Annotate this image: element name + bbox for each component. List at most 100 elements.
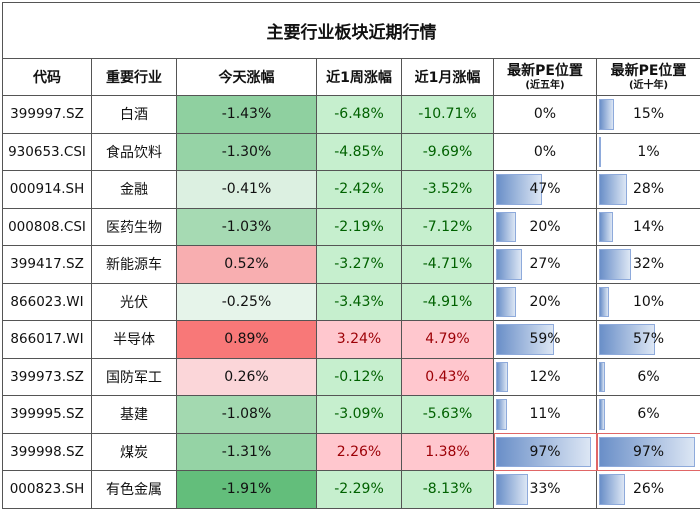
month-change-cell: -9.69% bbox=[401, 132, 494, 171]
today-change-cell: -1.03% bbox=[176, 207, 317, 246]
month-change-cell: -7.12% bbox=[401, 207, 494, 246]
table-row: 930653.CSI 食品饮料 -1.30% -4.85% -9.69% 0% … bbox=[2, 132, 700, 171]
today-change-cell: -0.25% bbox=[176, 282, 317, 321]
pe5-value: 97% bbox=[529, 443, 561, 460]
industry-cell: 光伏 bbox=[91, 282, 177, 321]
pe10-databar bbox=[599, 361, 605, 392]
week-change-cell: 2.26% bbox=[316, 432, 402, 471]
pe5-databar bbox=[496, 249, 523, 280]
month-change-cell: -10.71% bbox=[401, 95, 494, 134]
industry-cell: 基建 bbox=[91, 395, 177, 434]
pe5-databar bbox=[496, 211, 516, 242]
today-change-cell: -1.91% bbox=[176, 470, 317, 509]
pe10-value: 6% bbox=[637, 368, 660, 385]
header-pe10-sub: (近十年) bbox=[628, 80, 669, 91]
pe5-value: 47% bbox=[529, 181, 561, 198]
pe5-cell: 97% bbox=[493, 432, 597, 471]
week-change-cell: -3.09% bbox=[316, 395, 402, 434]
industry-cell: 半导体 bbox=[91, 320, 177, 359]
header-pe5: 最新PE位置 (近五年) bbox=[493, 58, 597, 96]
pe10-cell: 1% bbox=[595, 132, 700, 171]
header-row: 代码 重要行业 今天涨幅 近1周涨幅 近1月涨幅 最新PE位置 (近五年) 最新P… bbox=[2, 58, 700, 96]
code-cell: 399998.SZ bbox=[2, 432, 92, 471]
pe5-value: 12% bbox=[529, 368, 561, 385]
pe5-value: 33% bbox=[529, 481, 561, 498]
week-change-cell: -6.48% bbox=[316, 95, 402, 134]
today-change-cell: -1.30% bbox=[176, 132, 317, 171]
table-title: 主要行业板块近期行情 bbox=[1, 2, 700, 59]
pe10-value: 26% bbox=[632, 481, 665, 498]
pe10-value: 97% bbox=[632, 443, 665, 460]
code-cell: 866017.WI bbox=[2, 320, 92, 359]
pe10-databar bbox=[599, 286, 609, 317]
header-today: 今天涨幅 bbox=[176, 58, 317, 96]
week-change-cell: -0.12% bbox=[316, 357, 402, 396]
pe10-cell: 26% bbox=[595, 470, 700, 509]
pe5-cell: 33% bbox=[493, 470, 597, 509]
today-change-cell: -0.41% bbox=[176, 170, 317, 209]
month-change-cell: 4.79% bbox=[401, 320, 494, 359]
pe10-value: 1% bbox=[637, 143, 660, 160]
industry-cell: 新能源车 bbox=[91, 245, 177, 284]
industry-cell: 国防军工 bbox=[91, 357, 177, 396]
week-change-cell: -3.27% bbox=[316, 245, 402, 284]
code-cell: 000914.SH bbox=[2, 170, 92, 209]
pe5-value: 27% bbox=[529, 256, 561, 273]
table-row: 399973.SZ 国防军工 0.26% -0.12% 0.43% 12% 6% bbox=[2, 357, 700, 396]
table-row: 399995.SZ 基建 -1.08% -3.09% -5.63% 11% 6% bbox=[2, 395, 700, 434]
today-change-cell: -1.08% bbox=[176, 395, 317, 434]
pe10-cell: 15% bbox=[595, 95, 700, 134]
week-change-cell: -2.42% bbox=[316, 170, 402, 209]
industry-cell: 煤炭 bbox=[91, 432, 177, 471]
industry-cell: 食品饮料 bbox=[91, 132, 177, 171]
pe5-databar bbox=[496, 324, 554, 355]
pe10-value: 15% bbox=[632, 106, 665, 123]
today-change-cell: -1.31% bbox=[176, 432, 317, 471]
pe10-databar bbox=[599, 249, 631, 280]
today-change-cell: 0.52% bbox=[176, 245, 317, 284]
pe10-cell: 6% bbox=[595, 357, 700, 396]
pe10-value: 57% bbox=[632, 331, 665, 348]
pe10-cell: 32% bbox=[595, 245, 700, 284]
pe5-databar bbox=[496, 436, 592, 467]
pe5-cell: 59% bbox=[493, 320, 597, 359]
table-row: 866023.WI 光伏 -0.25% -3.43% -4.91% 20% 10… bbox=[2, 282, 700, 321]
table-row: 399998.SZ 煤炭 -1.31% 2.26% 1.38% 97% 97% bbox=[2, 432, 700, 471]
pe5-value: 59% bbox=[529, 331, 561, 348]
pe10-value: 6% bbox=[637, 406, 660, 423]
code-cell: 000808.CSI bbox=[2, 207, 92, 246]
pe10-databar bbox=[599, 399, 605, 430]
pe5-value: 0% bbox=[533, 143, 557, 160]
pe10-databar bbox=[599, 324, 656, 355]
pe10-cell: 6% bbox=[595, 395, 700, 434]
pe5-cell: 12% bbox=[493, 357, 597, 396]
table-row: 399997.SZ 白酒 -1.43% -6.48% -10.71% 0% 15… bbox=[2, 95, 700, 134]
header-pe10-main: 最新PE位置 bbox=[610, 63, 687, 79]
header-industry: 重要行业 bbox=[91, 58, 177, 96]
pe10-value: 32% bbox=[632, 256, 665, 273]
code-cell: 399417.SZ bbox=[2, 245, 92, 284]
pe5-databar bbox=[496, 174, 543, 205]
week-change-cell: -3.43% bbox=[316, 282, 402, 321]
industry-cell: 金融 bbox=[91, 170, 177, 209]
table-row: 399417.SZ 新能源车 0.52% -3.27% -4.71% 27% 3… bbox=[2, 245, 700, 284]
month-change-cell: 1.38% bbox=[401, 432, 494, 471]
month-change-cell: -4.91% bbox=[401, 282, 494, 321]
table-row: 000808.CSI 医药生物 -1.03% -2.19% -7.12% 20%… bbox=[2, 207, 700, 246]
week-change-cell: -4.85% bbox=[316, 132, 402, 171]
table-row: 000823.SH 有色金属 -1.91% -2.29% -8.13% 33% … bbox=[2, 470, 700, 509]
header-code: 代码 bbox=[2, 58, 92, 96]
pe5-databar bbox=[496, 286, 516, 317]
code-cell: 930653.CSI bbox=[2, 132, 92, 171]
header-pe5-main: 最新PE位置 bbox=[507, 63, 583, 79]
week-change-cell: -2.19% bbox=[316, 207, 402, 246]
today-change-cell: 0.89% bbox=[176, 320, 317, 359]
industry-cell: 白酒 bbox=[91, 95, 177, 134]
pe10-value: 10% bbox=[632, 293, 665, 310]
header-week: 近1周涨幅 bbox=[316, 58, 402, 96]
code-cell: 399973.SZ bbox=[2, 357, 92, 396]
pe5-cell: 11% bbox=[493, 395, 597, 434]
pe10-databar bbox=[599, 474, 625, 505]
